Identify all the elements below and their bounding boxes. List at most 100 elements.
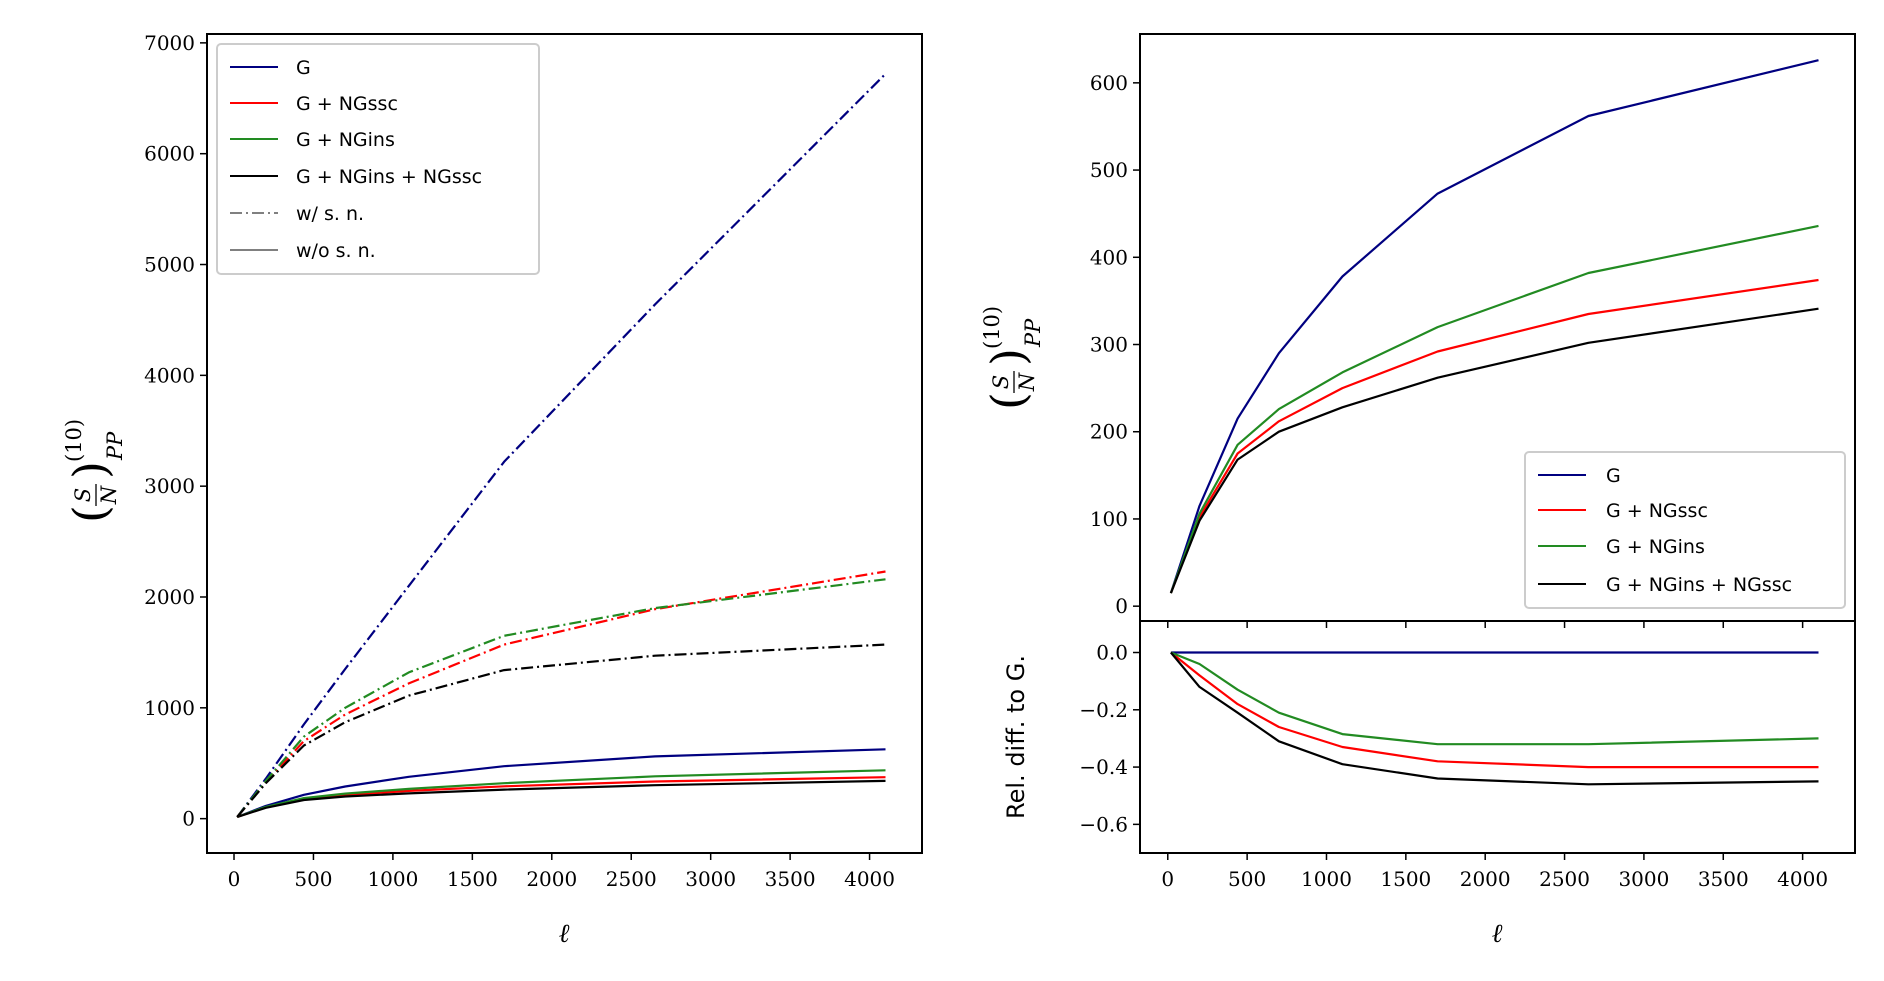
right-bottom-x-tick-label: 3000 xyxy=(1618,867,1669,891)
right-legend: G G + NGssc G + NGins G + NGins + NGssc xyxy=(1524,451,1846,609)
left-y-tick-label: 2000 xyxy=(144,585,195,609)
right-bottom-series-g-ngins-ngssc xyxy=(1170,651,1819,786)
left-ylabel-sub: PP xyxy=(103,431,127,461)
left-series-g-with-shot-noise xyxy=(236,73,887,818)
left-x-tick-label: 2500 xyxy=(606,867,657,891)
right-top-y-tick-label: 0 xyxy=(1115,594,1128,618)
right-top-y-tick-label: 600 xyxy=(1090,71,1128,95)
svg-text:G + NGins + NGssc: G + NGins + NGssc xyxy=(296,166,482,188)
right-legend-entry-g-ngins-ngssc: G + NGins + NGssc xyxy=(1538,574,1792,596)
right-ylabel-sub: PP xyxy=(1021,318,1045,348)
right-top-y-tick-label: 100 xyxy=(1090,507,1128,531)
right-top-y-tick-label: 500 xyxy=(1090,158,1128,182)
left-x-tick-label: 3500 xyxy=(765,867,816,891)
right-top-series-g xyxy=(1169,59,1819,594)
right-bottom-y-ticks: 0.0 −0.2 −0.4 −0.6 xyxy=(1079,641,1140,836)
svg-text:G + NGssc: G + NGssc xyxy=(296,93,398,115)
left-x-tick-label: 500 xyxy=(294,867,332,891)
svg-text:w/ s. n.: w/ s. n. xyxy=(296,203,364,225)
left-series-g xyxy=(236,748,886,819)
right-bottom-plot-area xyxy=(1170,651,1819,786)
right-top-y-tick-label: 400 xyxy=(1090,245,1128,269)
left-y-tick-label: 6000 xyxy=(144,142,195,166)
right-top-series-g-ngins-ngssc xyxy=(1169,307,1819,594)
left-series-g-ngins-ngssc xyxy=(236,779,886,819)
right-top-y-axis-label: ( S N ) (10) PP xyxy=(980,306,1045,410)
right-bottom-axes-frame xyxy=(1139,620,1856,854)
right-legend-entry-g-ngssc: G + NGssc xyxy=(1538,500,1708,522)
left-legend-entry-g-ngins-ngssc: G + NGins + NGssc xyxy=(230,166,482,188)
svg-text:(: ( xyxy=(981,392,1035,410)
right-top-panel: 0 100 200 300 400 500 600 ( S N ) (10) PP G G … xyxy=(980,33,1856,628)
left-legend-entry-with-shot-noise: w/ s. n. xyxy=(230,203,364,225)
svg-text:G + NGins: G + NGins xyxy=(296,129,395,151)
left-y-tick-label: 3000 xyxy=(144,474,195,498)
left-ylabel-den: N xyxy=(97,485,121,505)
right-legend-box xyxy=(1524,451,1846,609)
svg-text:G + NGins + NGssc: G + NGins + NGssc xyxy=(1606,574,1792,596)
right-bottom-series-g-ngins xyxy=(1170,651,1819,746)
right-bottom-y-tick-label: −0.6 xyxy=(1079,812,1128,836)
left-y-tick-label: 0 xyxy=(182,807,195,831)
right-bottom-x-tick-label: 0 xyxy=(1161,867,1174,891)
left-legend-entry-g-ngssc: G + NGssc xyxy=(230,93,398,115)
svg-text:): ) xyxy=(981,348,1035,366)
left-ylabel-num: S xyxy=(71,488,95,502)
right-bottom-x-tick-label: 500 xyxy=(1228,867,1266,891)
svg-text:G: G xyxy=(1606,465,1621,487)
left-x-axis-label: ℓ xyxy=(559,919,570,949)
left-legend-entry-g: G xyxy=(230,57,311,79)
left-legend: G G + NGssc G + NGins G + NGins + NGssc … xyxy=(216,43,540,275)
left-y-ticks: 0 1000 2000 3000 4000 5000 6000 7000 xyxy=(144,31,207,831)
right-top-y-ticks: 0 100 200 300 400 500 600 xyxy=(1090,71,1140,618)
right-legend-entry-g-ngins: G + NGins xyxy=(1538,536,1705,558)
svg-text:): ) xyxy=(63,461,117,479)
right-bottom-x-tick-label: 2000 xyxy=(1460,867,1511,891)
right-top-y-tick-label: 300 xyxy=(1090,333,1128,357)
left-x-tick-label: 3000 xyxy=(685,867,736,891)
right-top-y-tick-label: 200 xyxy=(1090,420,1128,444)
left-series-g-ngins xyxy=(236,769,886,819)
left-y-tick-label: 7000 xyxy=(144,31,195,55)
svg-text:w/o s. n.: w/o s. n. xyxy=(296,240,376,262)
svg-text:(: ( xyxy=(63,505,117,523)
right-bottom-panel: 0.0 −0.2 −0.4 −0.6 0 500 1000 1500 2000 2500 3000… xyxy=(1002,620,1856,949)
right-bottom-y-axis-label: Rel. diff. to G. xyxy=(1002,655,1030,819)
right-bottom-y-tick-label: 0.0 xyxy=(1096,641,1128,665)
left-x-tick-label: 2000 xyxy=(526,867,577,891)
right-top-series-g-ngins xyxy=(1169,224,1819,594)
right-bottom-x-tick-label: 4000 xyxy=(1777,867,1828,891)
right-top-plot-area xyxy=(1169,59,1819,594)
left-x-ticks: 0 500 1000 1500 2000 2500 3000 3500 4000 xyxy=(228,853,895,891)
left-y-tick-label: 1000 xyxy=(144,696,195,720)
left-y-tick-label: 5000 xyxy=(144,253,195,277)
left-legend-entry-g-ngins: G + NGins xyxy=(230,129,395,151)
right-top-x-ticks xyxy=(1167,621,1804,628)
right-ylabel-num: S xyxy=(989,375,1013,389)
left-plot-area xyxy=(236,73,887,819)
left-x-tick-label: 0 xyxy=(228,867,241,891)
right-bottom-x-tick-label: 3500 xyxy=(1698,867,1749,891)
left-legend-box xyxy=(216,43,540,275)
svg-text:G + NGssc: G + NGssc xyxy=(1606,500,1708,522)
right-legend-entry-g: G xyxy=(1538,465,1621,487)
left-x-tick-label: 4000 xyxy=(844,867,895,891)
left-y-axis-label: ( S N ) (10) PP xyxy=(62,419,127,523)
svg-text:G + NGins: G + NGins xyxy=(1606,536,1705,558)
right-bottom-x-tick-label: 2500 xyxy=(1539,867,1590,891)
left-x-tick-label: 1000 xyxy=(367,867,418,891)
left-series-g-ngins-ngssc-with-shot-noise xyxy=(236,643,886,818)
left-x-tick-label: 1500 xyxy=(447,867,498,891)
left-series-g-ngins-with-shot-noise xyxy=(236,578,886,818)
left-y-tick-label: 4000 xyxy=(144,363,195,387)
right-bottom-x-axis-label: ℓ xyxy=(1492,919,1503,949)
left-legend-entry-without-shot-noise: w/o s. n. xyxy=(230,240,376,262)
right-bottom-x-ticks: 0 500 1000 1500 2000 2500 3000 3500 4000 xyxy=(1161,853,1828,891)
right-bottom-x-tick-label: 1000 xyxy=(1301,867,1352,891)
right-top-series-g-ngssc xyxy=(1169,278,1819,594)
right-bottom-series-g-ngssc xyxy=(1170,651,1819,769)
right-bottom-x-tick-label: 1500 xyxy=(1380,867,1431,891)
right-bottom-y-tick-label: −0.2 xyxy=(1079,698,1128,722)
svg-text:G: G xyxy=(296,57,311,79)
